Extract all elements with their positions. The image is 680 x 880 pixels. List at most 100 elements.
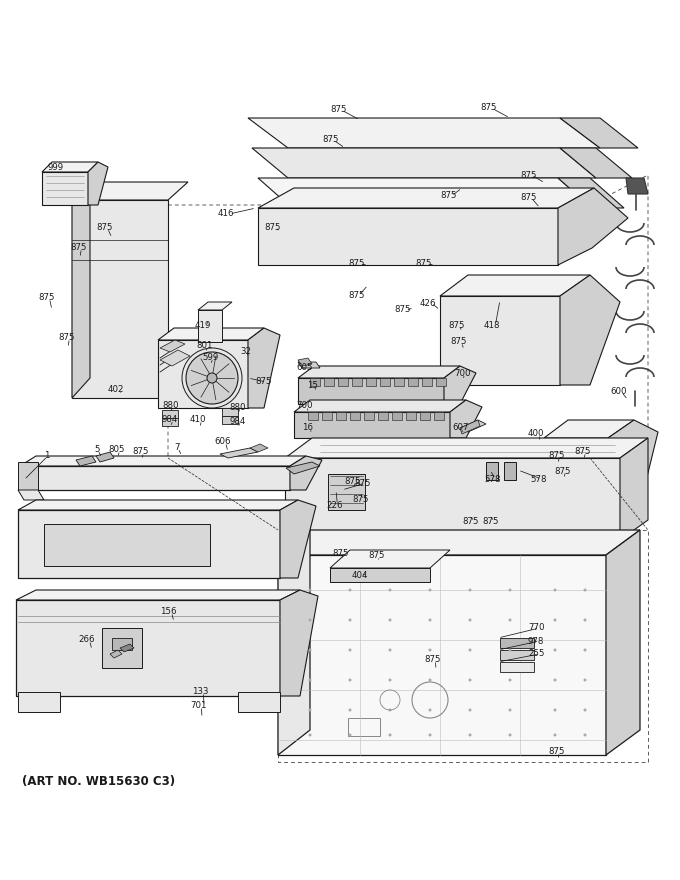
Text: 32: 32 xyxy=(240,347,251,356)
Polygon shape xyxy=(558,188,628,265)
Text: 875: 875 xyxy=(554,466,571,475)
Polygon shape xyxy=(500,662,534,672)
Polygon shape xyxy=(436,378,446,386)
Polygon shape xyxy=(544,438,608,530)
Text: 770: 770 xyxy=(528,624,545,633)
Text: 875: 875 xyxy=(264,223,280,231)
Text: 400: 400 xyxy=(528,429,545,438)
Circle shape xyxy=(309,649,311,651)
Polygon shape xyxy=(298,366,460,378)
Circle shape xyxy=(428,678,432,681)
Text: 984: 984 xyxy=(229,416,245,426)
Text: 578: 578 xyxy=(530,474,547,483)
Polygon shape xyxy=(298,362,320,368)
Polygon shape xyxy=(560,275,620,385)
Circle shape xyxy=(583,619,586,621)
Text: 5: 5 xyxy=(94,445,99,454)
Circle shape xyxy=(469,708,471,712)
Text: 875: 875 xyxy=(574,448,590,457)
Text: 133: 133 xyxy=(192,687,209,696)
Circle shape xyxy=(388,678,392,681)
Circle shape xyxy=(583,708,586,712)
Text: 875: 875 xyxy=(330,106,347,114)
Polygon shape xyxy=(258,188,594,208)
Circle shape xyxy=(583,649,586,651)
Polygon shape xyxy=(112,638,132,650)
Polygon shape xyxy=(280,500,316,578)
Text: 605: 605 xyxy=(296,363,313,372)
Circle shape xyxy=(309,619,311,621)
Polygon shape xyxy=(440,296,560,385)
Polygon shape xyxy=(560,148,632,178)
Text: 578: 578 xyxy=(484,474,500,483)
Polygon shape xyxy=(20,456,306,466)
Circle shape xyxy=(509,619,511,621)
Text: 419: 419 xyxy=(195,321,211,331)
Text: 875: 875 xyxy=(38,294,54,303)
Polygon shape xyxy=(278,530,640,555)
Polygon shape xyxy=(160,350,190,366)
Polygon shape xyxy=(44,524,210,566)
Polygon shape xyxy=(558,178,624,208)
Polygon shape xyxy=(76,456,96,466)
Circle shape xyxy=(348,649,352,651)
Polygon shape xyxy=(330,568,430,582)
Polygon shape xyxy=(434,412,444,420)
Polygon shape xyxy=(158,328,264,340)
Polygon shape xyxy=(620,438,648,540)
Text: 978: 978 xyxy=(528,636,545,646)
Circle shape xyxy=(388,649,392,651)
Circle shape xyxy=(348,589,352,591)
Text: 999: 999 xyxy=(48,163,64,172)
Circle shape xyxy=(509,678,511,681)
Circle shape xyxy=(554,619,556,621)
Circle shape xyxy=(388,589,392,591)
Circle shape xyxy=(583,678,586,681)
Text: 875: 875 xyxy=(348,260,364,268)
Text: 875: 875 xyxy=(322,136,339,144)
Circle shape xyxy=(348,678,352,681)
Polygon shape xyxy=(366,378,376,386)
Polygon shape xyxy=(278,555,606,755)
Polygon shape xyxy=(298,358,312,366)
Text: (ART NO. WB15630 C3): (ART NO. WB15630 C3) xyxy=(22,775,175,788)
Text: 875: 875 xyxy=(415,260,432,268)
Polygon shape xyxy=(336,412,346,420)
Polygon shape xyxy=(258,208,558,265)
Polygon shape xyxy=(280,590,318,696)
Polygon shape xyxy=(120,644,134,652)
Polygon shape xyxy=(560,118,638,148)
Text: 266: 266 xyxy=(78,635,95,644)
Polygon shape xyxy=(380,378,390,386)
Polygon shape xyxy=(102,628,142,668)
Polygon shape xyxy=(422,378,432,386)
Polygon shape xyxy=(250,444,268,452)
Polygon shape xyxy=(72,182,90,398)
Text: 156: 156 xyxy=(160,607,177,617)
Text: 416: 416 xyxy=(218,209,235,218)
Circle shape xyxy=(469,619,471,621)
Text: 875: 875 xyxy=(480,104,496,113)
Text: 410: 410 xyxy=(190,415,207,424)
Polygon shape xyxy=(504,462,516,480)
Polygon shape xyxy=(88,162,108,205)
Text: 875: 875 xyxy=(255,378,271,386)
Text: 600: 600 xyxy=(610,387,626,397)
Text: 700: 700 xyxy=(296,401,313,410)
Polygon shape xyxy=(248,118,600,148)
Polygon shape xyxy=(330,550,450,568)
Text: 875: 875 xyxy=(368,552,384,561)
Polygon shape xyxy=(222,408,238,416)
Circle shape xyxy=(554,708,556,712)
Text: 226: 226 xyxy=(326,501,343,510)
Text: 801: 801 xyxy=(196,341,212,350)
Polygon shape xyxy=(158,340,248,408)
Polygon shape xyxy=(444,366,476,404)
Text: 875: 875 xyxy=(58,334,75,342)
Text: 875: 875 xyxy=(424,656,441,664)
Text: 880: 880 xyxy=(162,401,178,410)
Circle shape xyxy=(554,734,556,737)
Polygon shape xyxy=(198,310,222,342)
Circle shape xyxy=(583,589,586,591)
Text: 418: 418 xyxy=(484,320,500,329)
